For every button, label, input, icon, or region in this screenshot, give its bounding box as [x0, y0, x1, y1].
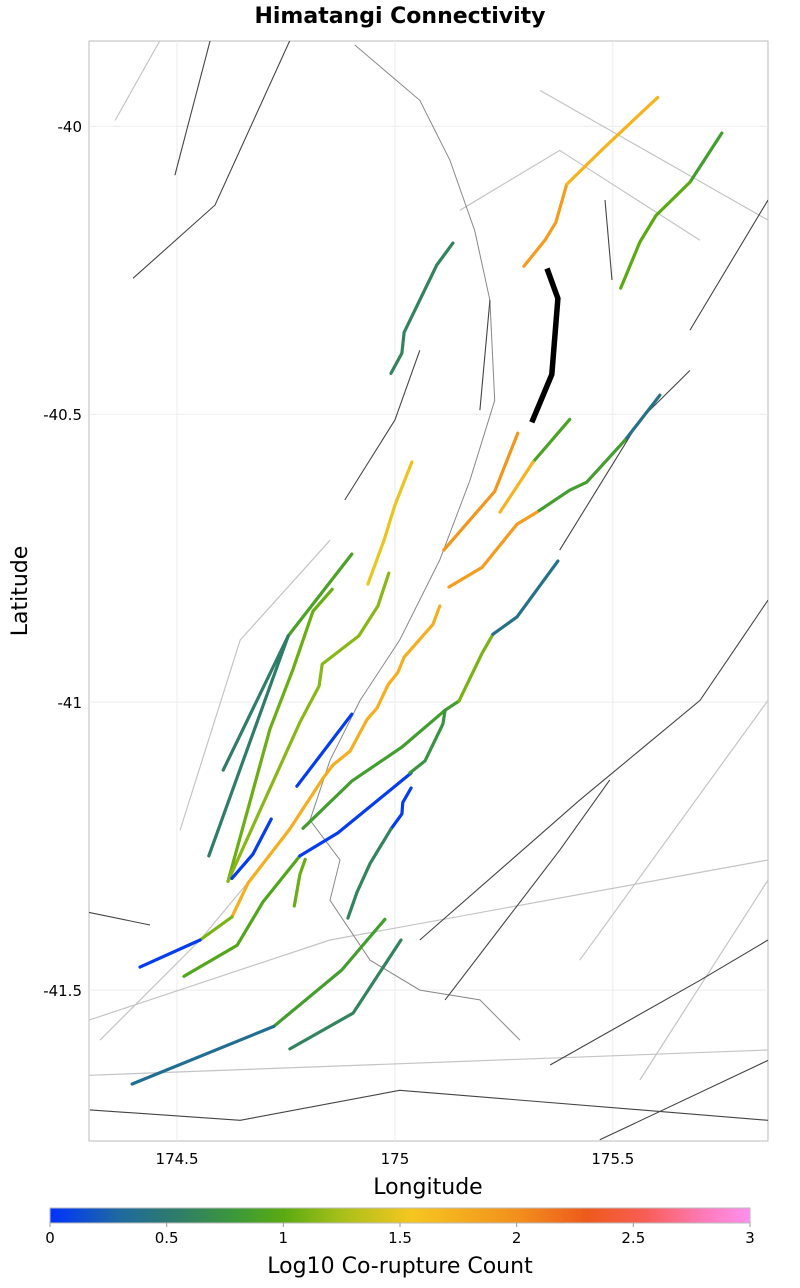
corupture-section [522, 182, 569, 268]
section-outline [114, 41, 161, 121]
x-axis-label: Longitude [373, 1175, 482, 1200]
corupture-section [688, 131, 724, 184]
corupture-section [531, 417, 572, 464]
chart-title: Himatangi Connectivity [254, 4, 545, 29]
corupture-section [366, 460, 414, 586]
fault-trace [344, 350, 421, 501]
y-tick-label: -40.5 [43, 406, 82, 424]
colorbar-tick-label: 3 [745, 1229, 755, 1247]
corupture-section [298, 771, 413, 858]
corupture-section [565, 95, 660, 186]
colorbar-tick-label: 0 [45, 1229, 55, 1247]
corupture-section [288, 938, 403, 1051]
colorbar [49, 1207, 751, 1224]
target-fault-section [529, 267, 561, 424]
y-tick-label: -41 [58, 694, 83, 712]
y-tick-label: -40 [58, 118, 83, 136]
section-outline [539, 89, 768, 221]
colorbar-label: Log10 Co-rupture Count [267, 1254, 533, 1279]
fault-trace [444, 779, 611, 1001]
colorbar-tick-label: 0.5 [155, 1229, 179, 1247]
section-outline [579, 700, 768, 961]
x-tick-label: 174.5 [156, 1150, 199, 1168]
corupture-section [198, 915, 234, 942]
colorbar-tick-label: 1.5 [388, 1229, 412, 1247]
fault-trace [174, 41, 211, 176]
corupture-section [230, 817, 273, 881]
corupture-section [389, 786, 413, 831]
corupture-section [346, 827, 393, 920]
corupture-section [130, 1024, 276, 1086]
corupture-section [221, 634, 290, 772]
corupture-section [623, 393, 662, 442]
y-tick-label: -41.5 [43, 982, 82, 1000]
corupture-section [447, 510, 539, 589]
corupture-section [491, 559, 560, 636]
corupture-section [138, 938, 202, 969]
corupture-section [408, 708, 447, 775]
fault-trace [89, 1089, 768, 1121]
section-outline [89, 1049, 768, 1076]
x-tick-label: 175 [381, 1150, 410, 1168]
fault-trace [599, 1059, 768, 1141]
section-outline [179, 539, 331, 831]
corupture-section [389, 241, 455, 375]
fault-trace [89, 911, 151, 926]
corupture-section [295, 712, 354, 788]
x-tick-label: 175.5 [591, 1150, 634, 1168]
colorbar-tick-label: 1 [279, 1229, 289, 1247]
y-axis-label: Latitude [8, 546, 33, 637]
fault-trace [604, 199, 613, 281]
coastline [309, 44, 521, 1041]
corupture-section [292, 857, 307, 908]
fault-trace [549, 939, 768, 1066]
corupture-section [498, 460, 535, 514]
gridlines [89, 41, 768, 1141]
axis-ticks: 174.5 175 175.5 -40 -40.5 -41 -41.5 [43, 118, 634, 1168]
corupture-section [535, 438, 627, 514]
section-outline [639, 879, 768, 1081]
fault-trace [132, 41, 291, 279]
corupture-section [457, 632, 495, 703]
plot-area [88, 40, 769, 1142]
corupture-section [442, 431, 520, 552]
section-outline [89, 859, 768, 1021]
corupture-section [182, 854, 302, 978]
colorbar-ticks: 0 0.5 1 1.5 2 2.5 3 [45, 1223, 755, 1247]
corupture-section [226, 587, 334, 883]
section-outline [459, 149, 701, 241]
corupture-section [272, 917, 387, 1029]
colorbar-tick-label: 2.5 [621, 1229, 645, 1247]
fault-trace [479, 300, 491, 411]
corupture-section [230, 604, 442, 919]
fault-trace [689, 199, 768, 331]
map-layers [89, 41, 768, 1141]
corupture-section [619, 180, 692, 290]
colorbar-tick-label: 2 [512, 1229, 522, 1247]
corupture-section [301, 699, 461, 830]
corupture-section [226, 571, 391, 883]
corupture-section [207, 634, 290, 858]
corupture-section [286, 552, 354, 638]
fault-trace [419, 599, 768, 941]
